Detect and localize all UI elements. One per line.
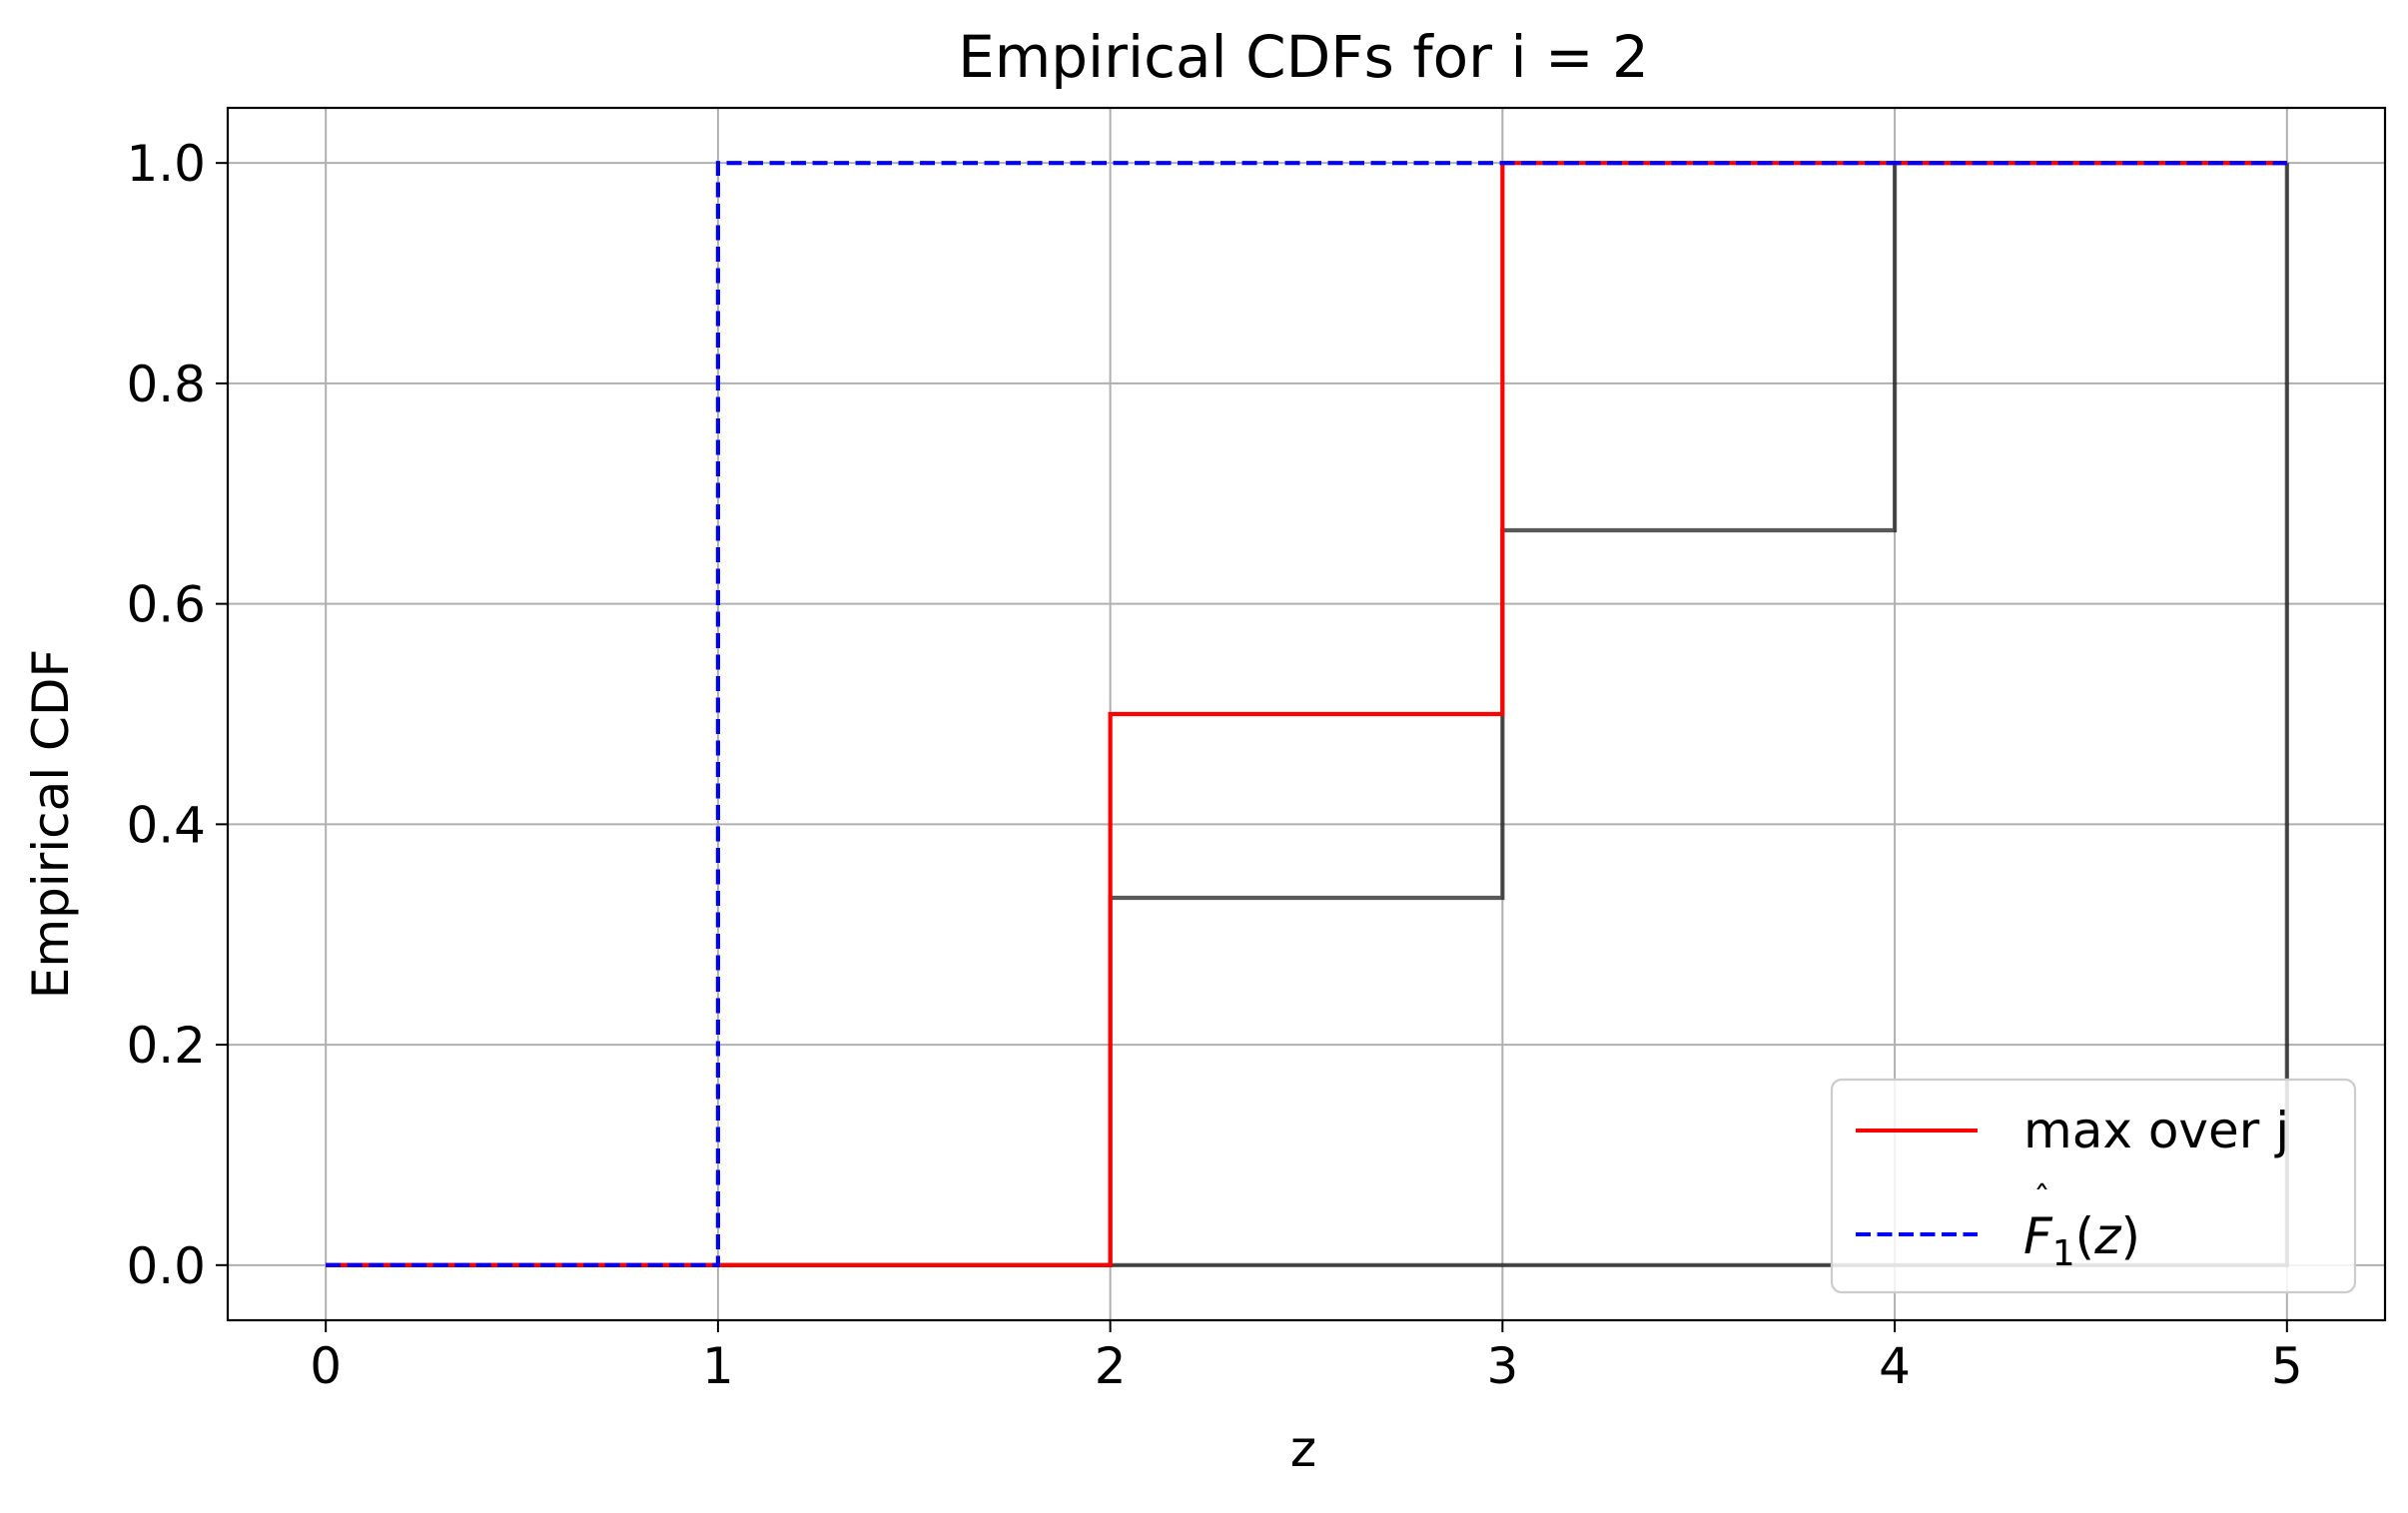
series-f1-hat (326, 161, 2287, 1267)
legend-label-max-over-j: max over j (2023, 1102, 2289, 1159)
y-axis-label: Empirical CDF (22, 649, 80, 999)
legend-box (1830, 1078, 2357, 1294)
x-axis-label: z (1290, 1420, 1316, 1478)
x-tick-label: 5 (2271, 1337, 2303, 1395)
y-tick-label: 0.0 (126, 1237, 206, 1295)
x-tick-label: 3 (1486, 1337, 1518, 1395)
y-tick-label: 0.2 (126, 1017, 206, 1075)
legend-label-f1-hat: F1(z) (2023, 1207, 2140, 1274)
plot-frame (226, 106, 2387, 1322)
x-tick-label: 4 (1879, 1337, 1911, 1395)
x-tick-label: 0 (310, 1337, 342, 1395)
axis-ticks: 0 1 2 3 4 5 0.0 0.2 0.4 0.6 0.8 1.0 (126, 135, 2302, 1395)
legend: max over j F1(z) ˆ (1830, 1078, 2357, 1294)
x-tick-label: 1 (702, 1337, 734, 1395)
y-tick-label: 0.4 (126, 796, 206, 854)
legend-label-f1-hat-accent: ˆ (2033, 1179, 2050, 1219)
y-tick-label: 1.0 (126, 135, 206, 193)
y-tick-label: 0.6 (126, 576, 206, 634)
x-tick-label: 2 (1095, 1337, 1127, 1395)
y-tick-label: 0.8 (126, 356, 206, 413)
chart-title: Empirical CDFs for i = 2 (958, 23, 1649, 91)
